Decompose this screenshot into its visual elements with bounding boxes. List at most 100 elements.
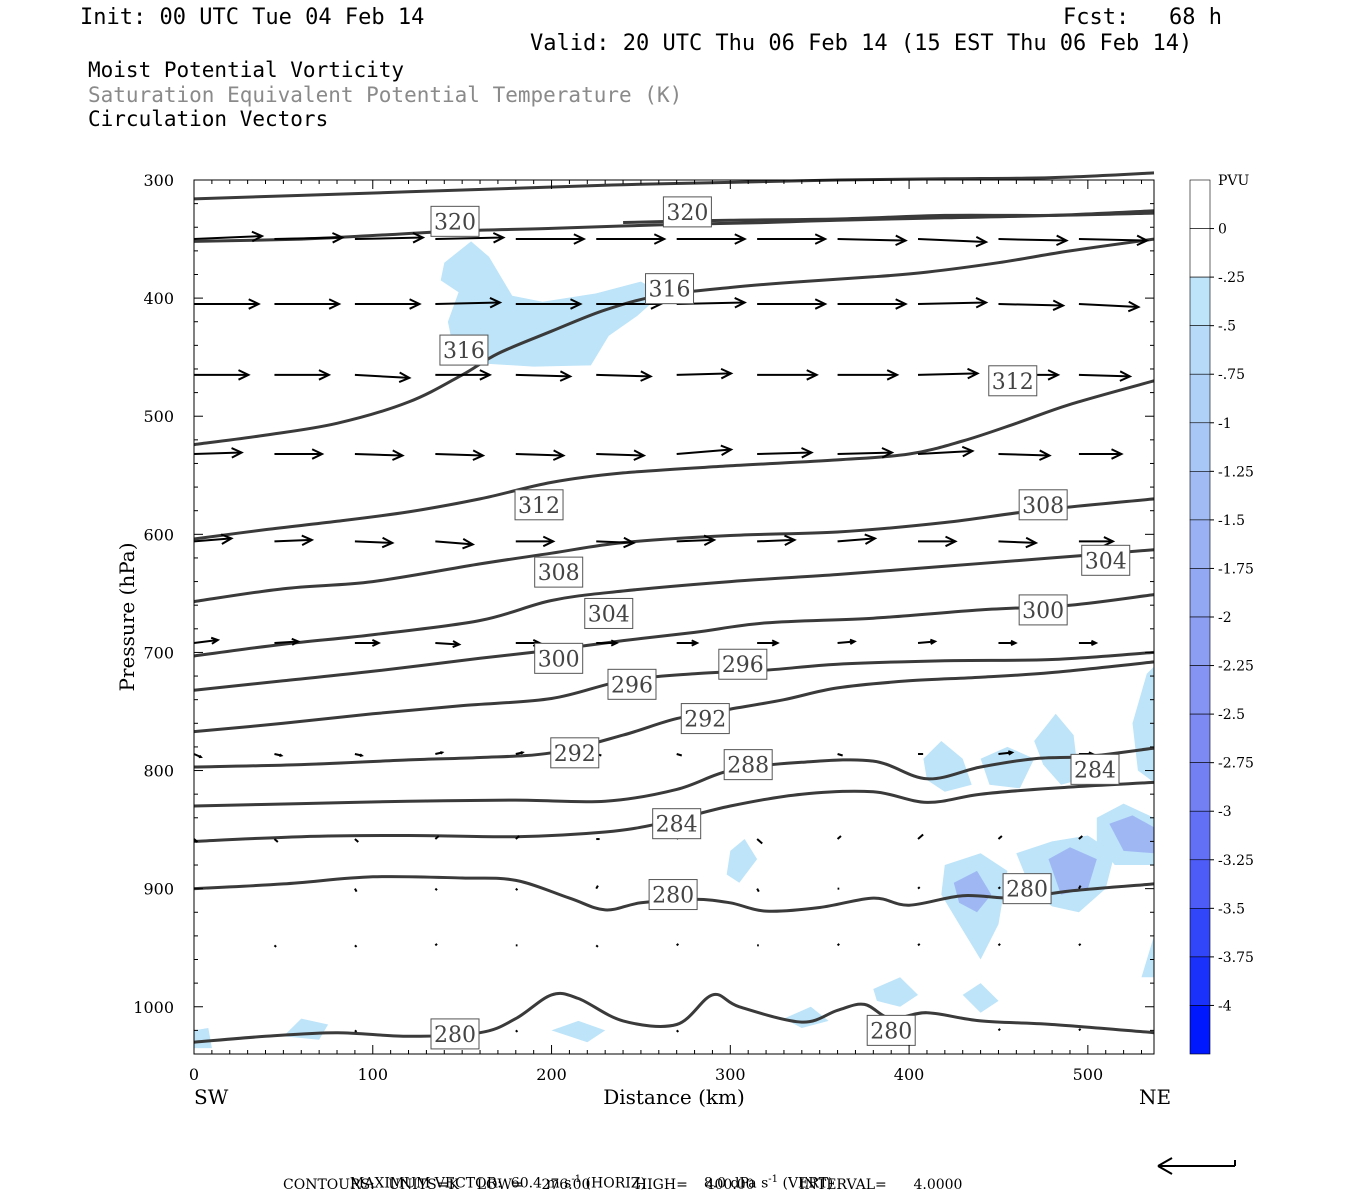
vector-4-4: [515, 535, 556, 548]
contour-320-2: [623, 211, 1155, 224]
vector-7-8: [836, 835, 842, 840]
vector-6-10: [998, 750, 1015, 756]
mpv-region-15: [873, 977, 918, 1007]
vector-6-6: [676, 753, 683, 757]
vector-2-11: [1078, 370, 1133, 382]
colorbar-label-9: -2.25: [1218, 659, 1254, 675]
mpv-region-18: [1141, 935, 1154, 978]
vector-0-5: [596, 233, 667, 245]
colorbar-swatch-13: [1189, 810, 1211, 861]
vector-5-0: [193, 636, 221, 645]
contour-label-4: 316: [645, 273, 695, 305]
vector-4-8: [837, 533, 878, 545]
colorbar-swatch-12: [1189, 762, 1211, 812]
vector-4-7: [757, 534, 797, 546]
vector-1-0: [194, 298, 261, 310]
vector-3-11: [1078, 448, 1124, 460]
colorbar-swatch-3: [1189, 325, 1211, 375]
vector-0-0: [193, 230, 265, 243]
vector-5-1: [274, 637, 301, 646]
colorbar-label-0: 0: [1218, 222, 1227, 238]
vector-8-3: [595, 885, 599, 890]
contour-label-14: 296: [718, 648, 768, 680]
vector-4-3: [435, 537, 476, 550]
contour-label-22: 280: [430, 1018, 480, 1050]
y-tick-label-300: 300: [143, 171, 174, 190]
vector-9-0: [273, 944, 277, 948]
contour-label-2: 320: [662, 196, 712, 228]
vector-3-1: [274, 448, 325, 460]
contour-label-3: 316: [439, 334, 489, 366]
contour-label-1: 320: [430, 205, 480, 237]
vector-9-5: [676, 943, 680, 947]
colorbar-swatch-14: [1189, 859, 1211, 909]
mpv-region-3: [1034, 713, 1079, 785]
svg-text:284: 284: [1074, 758, 1116, 783]
contour-300-11: [193, 593, 1155, 692]
colorbar-label-2: -.5: [1218, 319, 1236, 335]
vector-1-8: [837, 298, 908, 310]
svg-text:280: 280: [434, 1023, 476, 1048]
contour-label-16: 292: [680, 703, 730, 735]
max-vector-line: MAXIMUM VECTOR: 60.4 m s-1 (HORIZ) 8.0 d…: [341, 1158, 833, 1192]
svg-text:280: 280: [870, 1019, 912, 1044]
vector-1-4: [515, 298, 583, 310]
contour-316-3: [193, 237, 1155, 447]
vector-8-0: [354, 888, 358, 893]
svg-text:304: 304: [588, 602, 630, 627]
colorbar-swatch-4: [1189, 373, 1211, 424]
colorbar-label-13: -3.25: [1218, 853, 1254, 869]
vector-1-10: [998, 299, 1066, 311]
horiz-tag: (HORIZ): [585, 1175, 646, 1192]
vector-7-4: [515, 835, 520, 840]
vector-7-11: [1078, 835, 1083, 840]
svg-text:316: 316: [443, 339, 485, 364]
contour-320-1: [193, 209, 1155, 243]
vector-7-10: [997, 835, 1003, 840]
mpv-region-9: [1048, 847, 1097, 895]
vector-7-2: [354, 838, 359, 843]
vector-2-9: [917, 367, 980, 380]
mpv-region-2: [980, 746, 1035, 789]
mpv-region-8: [953, 870, 992, 913]
vector-8-1: [434, 887, 438, 891]
field-title-vectors: Circulation Vectors: [88, 107, 329, 131]
svg-text:316: 316: [649, 278, 691, 303]
vector-10-1: [515, 1029, 519, 1033]
colorbar-swatch-9: [1189, 616, 1211, 666]
colorbar-swatch-8: [1189, 568, 1211, 618]
vector-7-3: [434, 835, 440, 840]
vector-2-7: [757, 369, 819, 381]
colorbar-label-5: -1.25: [1218, 464, 1254, 480]
svg-text:296: 296: [722, 653, 764, 678]
init-time: Init: 00 UTC Tue 04 Feb 14: [80, 5, 425, 30]
svg-text:292: 292: [554, 742, 596, 767]
vector-3-6: [676, 444, 734, 456]
vector-3-0: [193, 447, 244, 459]
colorbar-label-4: -1: [1218, 416, 1232, 432]
vector-6-3: [435, 751, 445, 755]
vector-3-4: [515, 449, 566, 461]
contour-296-13: [193, 650, 1155, 734]
vector-2-8: [837, 369, 900, 381]
contour-label-21: 280: [1002, 873, 1052, 905]
colorbar-label-14: -3.5: [1218, 901, 1245, 917]
svg-text:284: 284: [656, 813, 698, 838]
y-tick-label-400: 400: [143, 289, 174, 308]
svg-text:308: 308: [1022, 494, 1064, 519]
vector-3-9: [917, 445, 975, 458]
vector-9-7: [836, 943, 840, 947]
vector-8-7: [917, 886, 921, 890]
vector-7-9: [917, 833, 924, 840]
contour-label-20: 280: [648, 879, 698, 911]
vector-0-8: [837, 234, 908, 247]
mpv-region-12: [283, 1018, 329, 1040]
vector-6-8: [837, 753, 843, 757]
colorbar-swatch-2: [1189, 276, 1211, 326]
vector-6-1: [274, 753, 284, 757]
vert-tag: (VERT): [782, 1175, 834, 1192]
vector-1-11: [1078, 300, 1141, 313]
colorbar-label-8: -2: [1218, 610, 1232, 626]
forecast-hour: Fcst: 68 h: [1063, 5, 1222, 30]
colorbar-label-7: -1.75: [1218, 561, 1254, 577]
